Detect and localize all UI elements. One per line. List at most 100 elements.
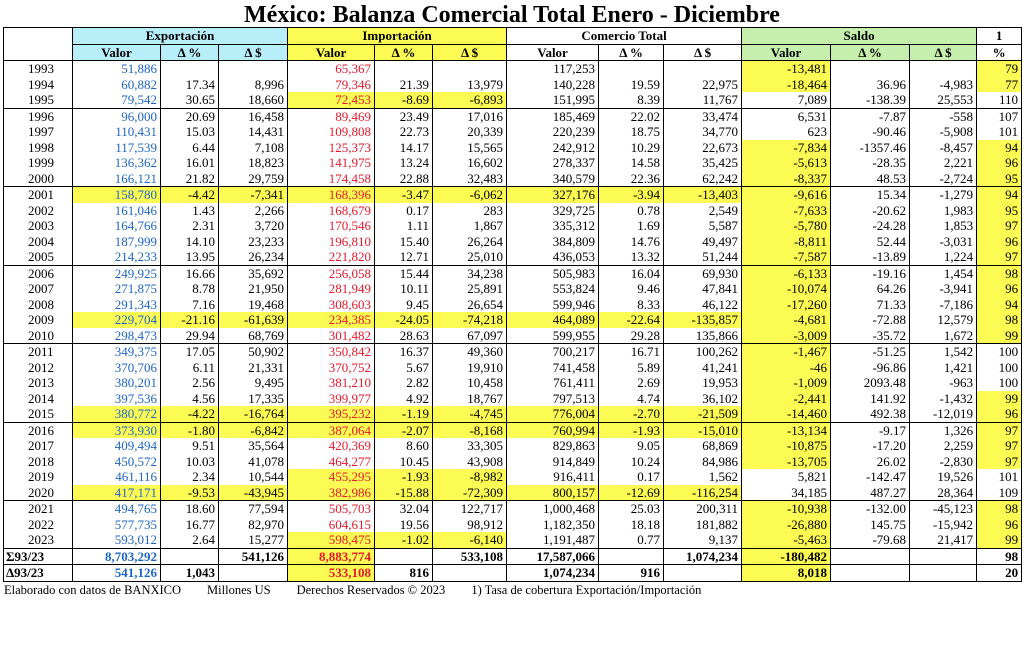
cell: 2000 — [3, 170, 73, 187]
cell: -6,140 — [432, 532, 507, 549]
cell: 14.58 — [598, 155, 664, 171]
cell: 221,820 — [287, 249, 375, 266]
summary-row: Δ93/23 541,126 1,043 533,108 816 1,074,234 916… — [3, 564, 1023, 582]
sub-header-cell: Valor — [72, 43, 161, 61]
cell: 17,335 — [217, 390, 288, 406]
cell — [432, 60, 507, 77]
cell: 19,953 — [663, 375, 742, 391]
cell: 7.16 — [160, 296, 219, 312]
cell: 234,385 — [287, 312, 375, 328]
cell: 1,421 — [909, 359, 977, 375]
cell: 349,375 — [72, 343, 161, 360]
data-row: 2012 370,706 6.11 21,331 370,752 5.67 19,910 74… — [3, 359, 1023, 375]
cell: 329,725 — [506, 202, 599, 218]
cell: 100,262 — [663, 343, 742, 360]
cell: 283 — [432, 202, 507, 218]
sub-header-cell: Valor — [506, 43, 600, 61]
cell: -5,463 — [741, 532, 831, 549]
cell: -5,780 — [741, 218, 831, 234]
cell: 145.75 — [830, 516, 910, 532]
footer-note: Elaborado con datos de BANXICO — [4, 582, 182, 597]
cell: 98 — [976, 312, 1023, 328]
sub-header-cell: Δ $ — [663, 43, 743, 61]
cell: 3,720 — [217, 218, 288, 234]
cell: -963 — [909, 375, 977, 391]
cell: -13,134 — [741, 422, 831, 438]
cell: 79,346 — [287, 76, 375, 92]
cell — [432, 564, 507, 582]
cell: -10,938 — [741, 500, 831, 517]
cell: 505,983 — [506, 265, 599, 281]
cell: -8,982 — [432, 469, 507, 485]
cell: 1997 — [3, 124, 73, 140]
cell: 16.71 — [598, 343, 664, 360]
cell: -72.88 — [830, 312, 910, 328]
cell — [909, 564, 977, 582]
cell: 25,553 — [909, 92, 977, 109]
data-row: 2020 417,171 -9.53 -43,945 382,986 -15.88 -72,… — [3, 484, 1023, 501]
cell: -4,983 — [909, 76, 977, 92]
cell: 2009 — [3, 312, 73, 328]
cell: -15.88 — [374, 484, 433, 501]
cell: 604,615 — [287, 516, 375, 532]
cell: -24.05 — [374, 312, 433, 328]
cell: 19,526 — [909, 469, 977, 485]
cell: 79 — [976, 60, 1023, 77]
data-row: 2014 397,536 4.56 17,335 399,977 4.92 18,767 79… — [3, 390, 1023, 406]
cell: -4.22 — [160, 406, 219, 423]
data-row: 1994 60,882 17.34 8,996 79,346 21.39 13,979 140… — [3, 76, 1023, 92]
cell: 553,824 — [506, 281, 599, 297]
cell: 15.34 — [830, 186, 910, 203]
cell: -7,834 — [741, 139, 831, 155]
cell: 533,108 — [432, 548, 507, 565]
trade-table: Exportación Importación Comercio Total Sald… — [3, 27, 1023, 582]
cell: 84,986 — [663, 453, 742, 469]
cell: -1,432 — [909, 390, 977, 406]
cell: 2.64 — [160, 532, 219, 549]
cell: 99 — [976, 532, 1023, 549]
cell: 8.60 — [374, 438, 433, 454]
cell: 4.92 — [374, 390, 433, 406]
cell: 14,431 — [217, 124, 288, 140]
cell: 110 — [976, 92, 1023, 109]
cell: 22.73 — [374, 124, 433, 140]
cell: 15.40 — [374, 233, 433, 249]
sub-header-cell: % — [976, 43, 1023, 61]
cell: 16,458 — [217, 108, 288, 124]
cell: 35,564 — [217, 438, 288, 454]
group-header: Exportación Importación Comercio Total Sald… — [3, 27, 1023, 61]
cell: 141,975 — [287, 155, 375, 171]
cell: 96 — [976, 281, 1023, 297]
cell: 14.76 — [598, 233, 664, 249]
cell: -16,764 — [217, 406, 288, 423]
cell: 95 — [976, 170, 1023, 187]
cell: -7,186 — [909, 296, 977, 312]
cell: 109,808 — [287, 124, 375, 140]
cell: 1,074,234 — [506, 564, 599, 582]
cell: 109 — [976, 484, 1023, 501]
footer: Elaborado con datos de BANXICO Millones U… — [0, 582, 1024, 598]
cell: 26,264 — [432, 233, 507, 249]
cell: -13,705 — [741, 453, 831, 469]
cell: 1,191,487 — [506, 532, 599, 549]
cell: 49,497 — [663, 233, 742, 249]
data-row: 2003 164,766 2.31 3,720 170,546 1.11 1,867 335,… — [3, 218, 1023, 234]
cell: 97 — [976, 218, 1023, 234]
cell: Σ93/23 — [3, 548, 73, 565]
cell: -3,009 — [741, 327, 831, 344]
cell: 2093.48 — [830, 375, 910, 391]
cell: 135,866 — [663, 327, 742, 344]
cell: -8.69 — [374, 92, 433, 109]
cell: 36,102 — [663, 390, 742, 406]
cell: -132.00 — [830, 500, 910, 517]
cell — [160, 60, 219, 77]
data-row: 2001 158,780 -4.42 -7,341 168,396 -3.47 -6,062… — [3, 186, 1023, 203]
cell: -2,724 — [909, 170, 977, 187]
cell: 17,587,066 — [506, 548, 599, 565]
cell: -7,587 — [741, 249, 831, 266]
cell: 21.82 — [160, 170, 219, 187]
cell: 48.53 — [830, 170, 910, 187]
cell: 49,360 — [432, 343, 507, 360]
cell: 10.03 — [160, 453, 219, 469]
group-header-cell: Exportación — [71, 27, 289, 45]
